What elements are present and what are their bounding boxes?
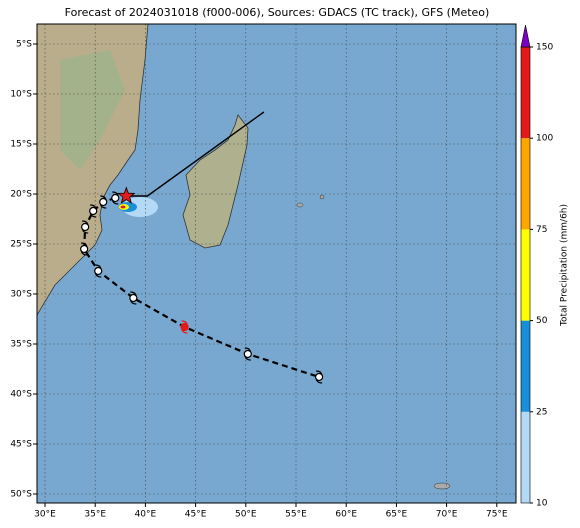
colorbar-segment xyxy=(521,229,530,321)
x-tick-label: 45°E xyxy=(185,510,207,520)
island xyxy=(319,194,325,200)
forecast-point xyxy=(99,197,108,207)
x-tick-label: 75°E xyxy=(486,510,508,520)
x-tick-label: 60°E xyxy=(335,510,357,520)
basemap xyxy=(37,24,516,503)
colorbar: 10 25 50 75 100 150 xyxy=(520,24,553,509)
colorbar-tick-label: 25 xyxy=(536,407,547,417)
x-tick-label: 50°E xyxy=(235,510,257,520)
x-tick-label: 30°E xyxy=(34,510,56,520)
colorbar-segment xyxy=(521,320,530,412)
colorbar-tick-label: 150 xyxy=(536,43,553,53)
y-tick-label: 40°S xyxy=(10,390,32,400)
observed-track xyxy=(126,111,265,197)
madagascar xyxy=(182,114,249,249)
tracks xyxy=(80,111,324,384)
forecast-point xyxy=(80,244,89,254)
x-tick-label: 70°E xyxy=(436,510,458,520)
land-relief xyxy=(60,50,125,170)
precip-area xyxy=(120,205,126,209)
y-tick-label: 5°S xyxy=(16,40,32,50)
forecast-point xyxy=(243,349,252,359)
forecast-point xyxy=(89,206,98,216)
colorbar-tick-label: 10 xyxy=(536,499,548,509)
y-tick-label: 45°S xyxy=(10,440,32,450)
forecast-point xyxy=(180,322,189,332)
colorbar-segment xyxy=(521,47,530,139)
x-tick-label: 55°E xyxy=(285,510,307,520)
colorbar-tick-label: 50 xyxy=(536,316,548,326)
colorbar-segment xyxy=(521,411,530,503)
y-tick-label: 35°S xyxy=(10,340,32,350)
x-tick-label: 40°E xyxy=(135,510,157,520)
y-tick-label: 10°S xyxy=(10,90,32,100)
forecast-point xyxy=(314,372,324,382)
map-title: Forecast of 2024031018 (f000-006), Sourc… xyxy=(65,6,490,19)
island xyxy=(433,482,451,490)
island xyxy=(296,202,304,208)
colorbar-tick-label: 75 xyxy=(536,225,547,235)
y-tick-label: 15°S xyxy=(10,140,32,150)
current-position xyxy=(117,186,136,204)
map-frame xyxy=(36,23,517,504)
x-tick-label: 35°E xyxy=(84,510,106,520)
x-tick-label: 65°E xyxy=(386,510,408,520)
y-tick-label: 50°S xyxy=(10,490,32,500)
y-tick-label: 30°S xyxy=(10,290,32,300)
y-tick-label: 25°S xyxy=(10,240,32,250)
colorbar-extension xyxy=(520,24,531,48)
colorbar-label: Total Precipitation (mm/6h) xyxy=(560,204,570,327)
axes: 30°E 35°E 40°E 45°E 50°E 55°E 60°E 65°E 70°E 75°E… xyxy=(10,40,508,520)
forecast-point xyxy=(111,193,120,203)
forecast-point xyxy=(81,222,90,232)
colorbar-frame xyxy=(520,46,531,504)
forecast-point xyxy=(94,266,103,276)
forecast-point xyxy=(129,293,138,303)
y-tick-label: 20°S xyxy=(10,190,32,200)
colorbar-segment xyxy=(521,138,530,230)
colorbar-tick-label: 100 xyxy=(536,134,553,144)
